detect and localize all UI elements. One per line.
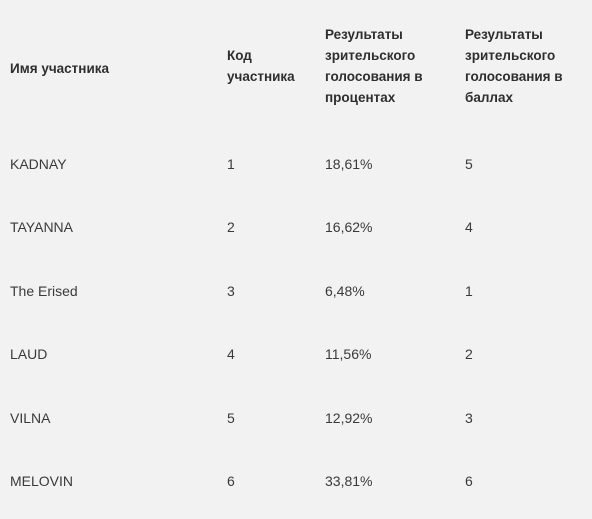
header-participant-code: Код участника bbox=[227, 48, 295, 84]
table-header: Имя участника Код участника Результаты з… bbox=[0, 0, 592, 132]
participant-name: LAUD bbox=[10, 346, 48, 363]
table-row: LAUD 4 11,56% 2 bbox=[0, 323, 592, 387]
participant-name: TAYANNA bbox=[10, 219, 74, 236]
votes-points: 5 bbox=[465, 155, 473, 172]
header-participant-name: Имя участника bbox=[10, 60, 110, 76]
participant-name: KADNAY bbox=[10, 155, 67, 172]
votes-percent: 11,56% bbox=[325, 346, 372, 363]
header-votes-points: Результаты зрительского голосования в ба… bbox=[465, 27, 563, 105]
header-votes-percent: Результаты зрительского голосования в пр… bbox=[325, 27, 423, 105]
votes-points: 3 bbox=[465, 409, 473, 426]
votes-percent: 6,48% bbox=[325, 282, 365, 299]
participant-code: 1 bbox=[227, 155, 235, 172]
participant-name: VILNA bbox=[10, 409, 51, 426]
table-body: KADNAY 1 18,61% 5 TAYANNA 2 16,62% 4 The… bbox=[0, 132, 592, 513]
header-row: Имя участника Код участника Результаты з… bbox=[0, 0, 592, 132]
votes-points: 4 bbox=[465, 219, 473, 236]
table-row: The Erised 3 6,48% 1 bbox=[0, 259, 592, 323]
participant-code: 3 bbox=[227, 282, 235, 299]
votes-percent: 33,81% bbox=[325, 473, 373, 490]
participant-code: 6 bbox=[227, 473, 235, 490]
participant-name: The Erised bbox=[10, 282, 78, 299]
votes-percent: 16,62% bbox=[325, 219, 373, 236]
participant-name: MELOVIN bbox=[10, 473, 74, 490]
votes-percent: 18,61% bbox=[325, 155, 373, 172]
table-row: MELOVIN 6 33,81% 6 bbox=[0, 450, 592, 514]
votes-points: 6 bbox=[465, 473, 473, 490]
participant-code: 4 bbox=[227, 346, 235, 363]
votes-points: 2 bbox=[465, 346, 473, 363]
votes-percent: 12,92% bbox=[325, 409, 373, 426]
table-row: KADNAY 1 18,61% 5 bbox=[0, 132, 592, 196]
participant-code: 5 bbox=[227, 409, 235, 426]
participant-code: 2 bbox=[227, 219, 235, 236]
votes-points: 1 bbox=[465, 282, 473, 299]
table-row: TAYANNA 2 16,62% 4 bbox=[0, 196, 592, 260]
table-row: VILNA 5 12,92% 3 bbox=[0, 386, 592, 450]
